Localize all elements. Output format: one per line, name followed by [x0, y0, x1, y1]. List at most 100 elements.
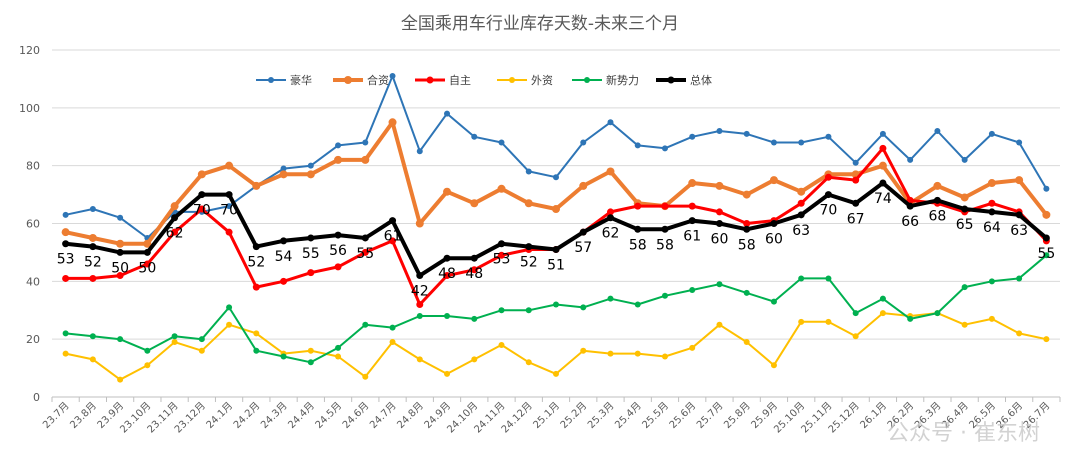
data-point [470, 199, 479, 208]
data-point [553, 174, 559, 181]
data-point [471, 356, 478, 363]
data-point [334, 231, 342, 239]
data-point [553, 370, 559, 377]
data-label: 58 [738, 237, 756, 253]
data-point [607, 119, 614, 126]
series-豪华 [62, 73, 1050, 241]
data-point [116, 239, 125, 248]
data-point [1043, 336, 1050, 343]
data-point [416, 313, 423, 320]
data-label: 66 [901, 214, 919, 230]
legend-item: 合资 [333, 73, 389, 87]
series-line [64, 75, 1048, 239]
data-point [934, 310, 941, 317]
data-point [525, 359, 532, 366]
data-point [362, 139, 369, 146]
data-label: 55 [1037, 246, 1055, 262]
data-point [62, 240, 70, 248]
data-point [1016, 275, 1023, 282]
data-point [634, 225, 642, 233]
legend-label: 豪华 [290, 73, 312, 87]
data-point [661, 292, 668, 299]
x-tick-label: 23.8月 [68, 400, 99, 431]
x-tick-label: 26.1月 [858, 400, 889, 431]
data-point [171, 333, 178, 340]
data-point [334, 263, 342, 271]
data-point [416, 300, 424, 308]
data-point [770, 139, 777, 146]
series-line [64, 312, 1048, 381]
legend-item: 外资 [497, 74, 553, 87]
data-point [552, 205, 560, 214]
data-point [280, 277, 288, 285]
data-label: 57 [574, 240, 592, 256]
data-label: 53 [493, 252, 511, 268]
data-label: 63 [1010, 223, 1028, 239]
legend-item: 自主 [415, 74, 471, 87]
data-label: 54 [275, 249, 293, 265]
series-外资 [62, 310, 1050, 383]
data-point [117, 336, 124, 343]
data-point [907, 156, 914, 163]
data-point [689, 344, 696, 351]
legend-label: 合资 [367, 73, 389, 87]
data-label: 70 [220, 203, 238, 219]
data-point [334, 155, 343, 164]
data-point [988, 199, 996, 207]
series-layer [61, 73, 1051, 383]
data-point [444, 370, 451, 377]
legend-label: 总体 [690, 73, 712, 87]
data-point [988, 278, 995, 285]
data-point [362, 373, 369, 380]
data-point [307, 234, 315, 242]
data-point [279, 170, 288, 179]
x-tick-label: 24.6月 [340, 400, 371, 431]
data-label: 62 [166, 226, 184, 242]
data-point [715, 208, 723, 216]
x-tick-label: 24.3月 [258, 400, 289, 431]
data-point [852, 333, 859, 340]
data-label: 48 [465, 266, 483, 282]
data-point [606, 214, 614, 222]
data-point [1043, 252, 1050, 259]
data-label: 55 [302, 246, 320, 262]
data-point [171, 214, 179, 222]
data-point [89, 356, 96, 363]
data-label: 65 [956, 217, 974, 233]
data-point [688, 179, 697, 188]
data-point [580, 139, 587, 146]
data-point [61, 228, 70, 237]
data-point [933, 181, 942, 190]
data-point [335, 353, 342, 360]
data-point [606, 167, 615, 176]
data-point [280, 237, 288, 245]
data-point [525, 243, 533, 251]
data-point [198, 205, 206, 213]
data-point [907, 315, 914, 322]
data-point [470, 254, 478, 262]
data-point [716, 127, 723, 134]
data-label: 51 [547, 258, 565, 274]
data-label: 74 [874, 191, 892, 207]
data-point [525, 168, 532, 175]
data-point [716, 321, 723, 328]
data-point [961, 156, 968, 163]
data-point [252, 181, 261, 190]
data-point [878, 161, 887, 170]
data-point [743, 225, 751, 233]
data-point [770, 220, 778, 227]
data-point [634, 142, 641, 149]
data-point [824, 191, 832, 199]
legend-marker [584, 77, 590, 83]
data-point [798, 275, 805, 282]
data-point [634, 301, 641, 308]
y-tick-label: 60 [26, 218, 40, 231]
data-point [171, 228, 179, 236]
data-label: 52 [520, 255, 538, 271]
chart-title: 全国乘用车行业库存天数-未来三个月 [401, 14, 679, 34]
x-tick-label: 24.4月 [286, 400, 317, 431]
data-point [743, 339, 750, 346]
data-label: 60 [765, 232, 783, 248]
data-point [89, 206, 96, 213]
